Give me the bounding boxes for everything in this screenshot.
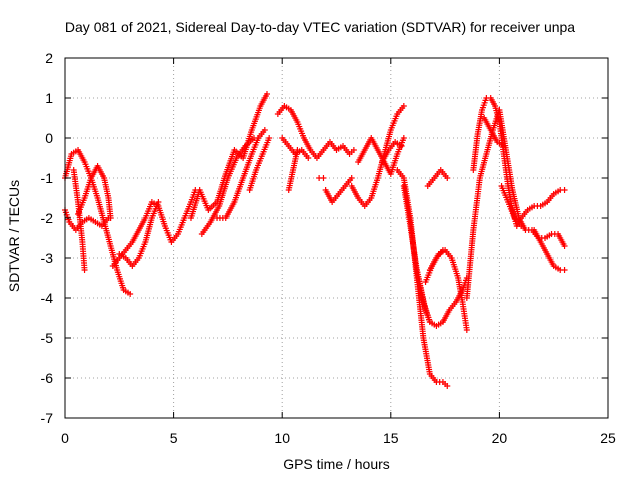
data-point (439, 247, 446, 253)
x-tick-label: 15 (383, 430, 399, 446)
series-track-c (70, 167, 88, 273)
series-track-w (426, 247, 446, 273)
plot-frame (64, 57, 609, 419)
series-track-j (246, 135, 273, 193)
data-point (400, 103, 407, 109)
series-track-aa (481, 115, 507, 149)
x-axis-label: GPS time / hours (283, 456, 390, 472)
data-point (400, 135, 407, 141)
data-point (107, 215, 114, 221)
series-track-x (424, 167, 451, 189)
data-point (261, 127, 268, 133)
series-track-m (285, 147, 301, 193)
data-point (463, 327, 470, 333)
series-track-i (214, 127, 268, 221)
series-track-f (116, 199, 162, 269)
y-tick-label: -6 (41, 370, 54, 386)
y-tick-label: -5 (41, 330, 54, 346)
series-track-g (187, 91, 270, 221)
data-point (348, 175, 355, 181)
data-point (426, 319, 433, 325)
data-point (398, 143, 405, 149)
y-tick-label: 1 (45, 90, 53, 106)
axis-ticks: 0 5 10 15 20 25 -7 -6 -5 -4 -3 -2 -1 0 1 2 (41, 50, 616, 446)
y-tick-label: -4 (41, 290, 54, 306)
data-point (81, 267, 88, 273)
data-point (266, 135, 273, 141)
data-point (561, 243, 568, 249)
data-point (444, 175, 451, 181)
series-track-n (316, 175, 327, 181)
data-points (62, 91, 568, 389)
x-tick-label: 25 (600, 430, 616, 446)
x-tick-label: 20 (492, 430, 508, 446)
series-track-o (322, 175, 355, 205)
data-point (500, 143, 507, 149)
data-point (294, 147, 301, 153)
data-point (263, 91, 270, 97)
data-point (561, 267, 568, 273)
y-tick-label: -1 (41, 170, 54, 186)
series-track-u (413, 267, 433, 325)
y-axis-label: SDTVAR / TECUs (6, 179, 22, 293)
data-point (305, 155, 312, 161)
data-point (444, 383, 451, 389)
data-point (561, 187, 568, 193)
y-tick-label: -3 (41, 250, 54, 266)
series-track-d (75, 163, 114, 221)
series-track-ac (531, 227, 568, 273)
chart-title: Day 081 of 2021, Sidereal Day-to-day VTE… (64, 19, 576, 35)
series-track-k (274, 103, 357, 161)
data-point (127, 291, 134, 297)
data-point (518, 223, 525, 229)
series-track-e (109, 187, 199, 269)
x-tick-label: 5 (170, 430, 178, 446)
data-point (350, 147, 357, 153)
series-track-ab (498, 183, 525, 229)
x-tick-label: 10 (274, 430, 290, 446)
data-point (320, 175, 327, 181)
series-track-l (279, 135, 312, 161)
data-point (155, 199, 162, 205)
series-track-s (394, 167, 451, 389)
y-tick-label: -2 (41, 210, 54, 226)
series-track-h (198, 135, 257, 237)
y-tick-label: 2 (45, 50, 53, 66)
x-tick-label: 0 (61, 430, 69, 446)
y-tick-label: 0 (45, 130, 53, 146)
series-track-r (379, 139, 405, 165)
y-tick-label: -7 (41, 410, 54, 426)
series-track-p (348, 103, 407, 209)
